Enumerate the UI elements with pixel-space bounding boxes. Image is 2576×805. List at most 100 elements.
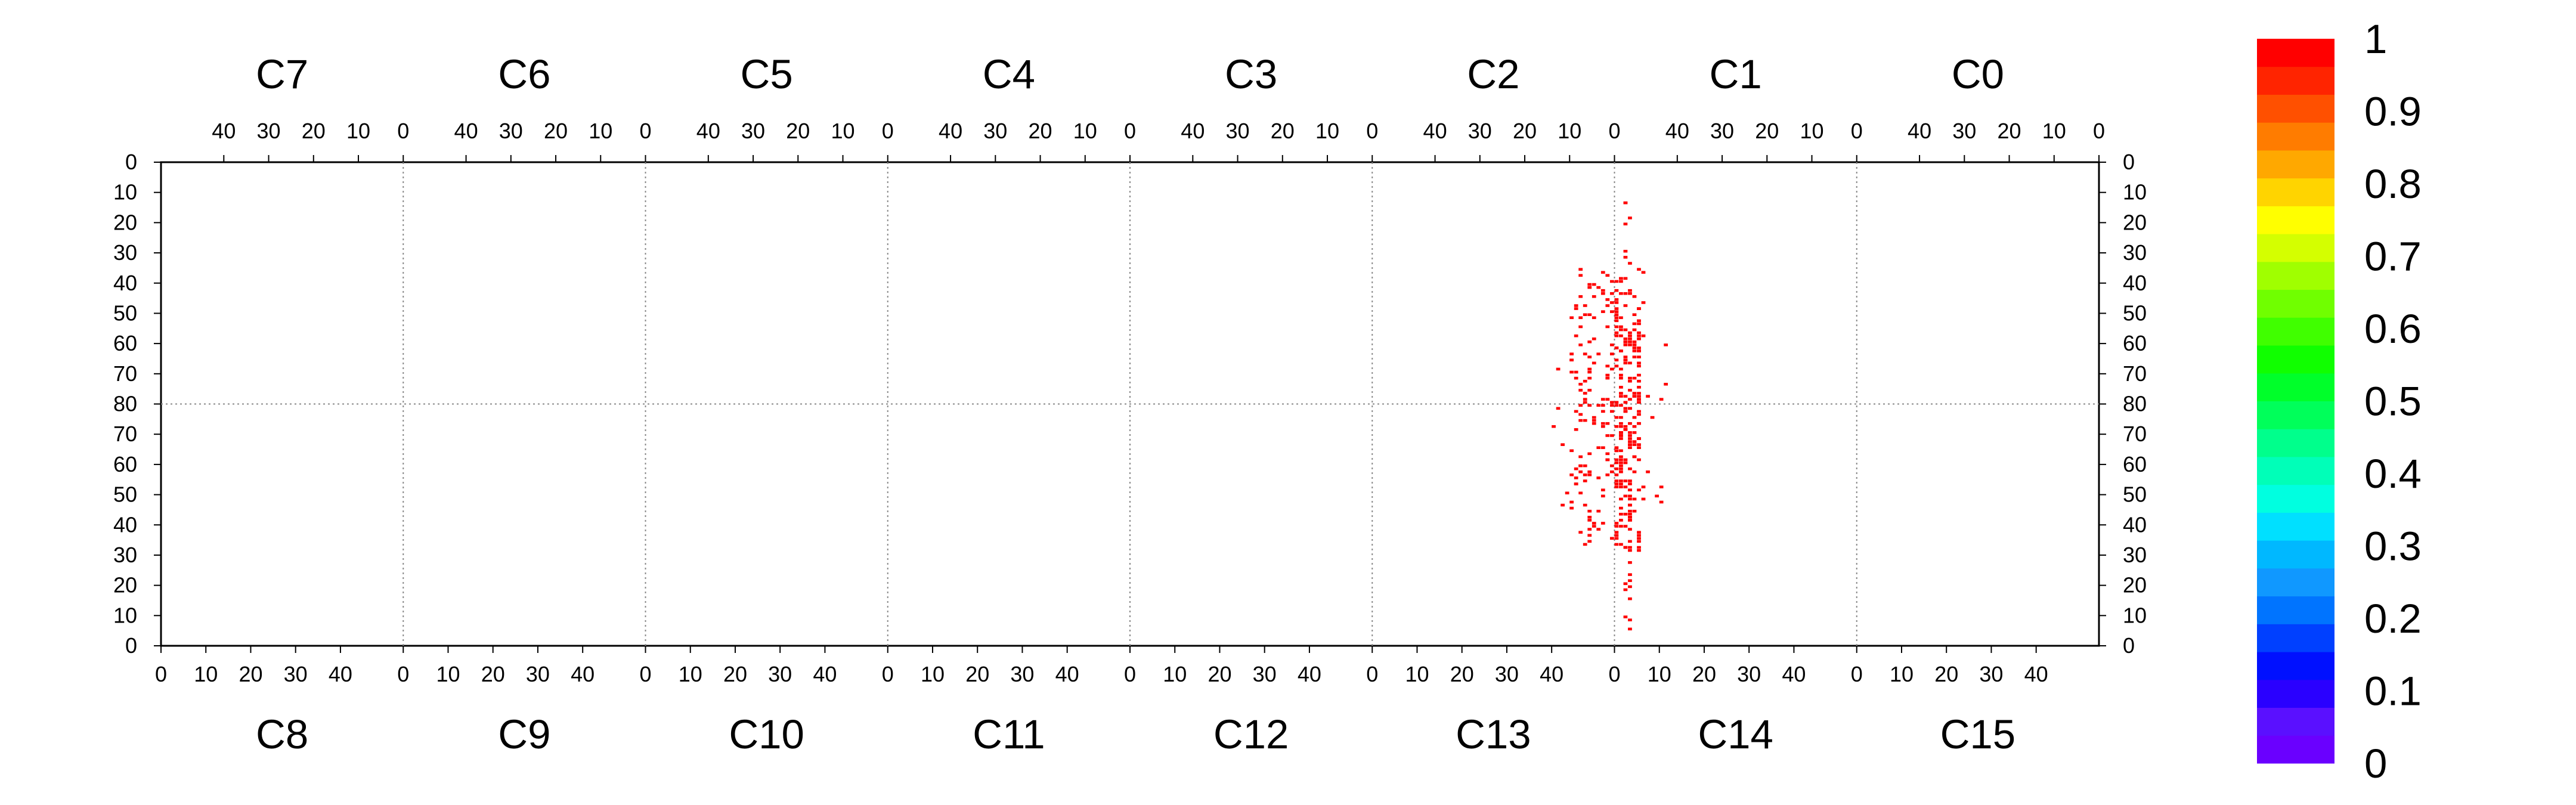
hit-cell (1583, 304, 1587, 307)
hit-cell (1614, 534, 1619, 537)
hit-cell (1628, 467, 1632, 470)
hit-cell (1587, 470, 1592, 473)
top-tick-label: 0 (882, 119, 894, 143)
left-tick-label: 60 (113, 452, 137, 476)
top-tick-label: 0 (1366, 119, 1378, 143)
hit-cell (1623, 337, 1628, 340)
hit-cell (1587, 389, 1592, 392)
hit-cell (1619, 422, 1623, 425)
top-tick-label: 20 (544, 119, 568, 143)
hit-cell (1578, 295, 1583, 298)
hit-cell (1619, 425, 1623, 428)
hit-cell (1614, 482, 1619, 485)
hit-cell (1623, 615, 1628, 618)
colorbar-tick-label: 0.9 (2364, 89, 2422, 135)
bottom-tick-label: 0 (1124, 662, 1136, 686)
hit-cell (1578, 491, 1583, 495)
top-tick-label: 10 (1558, 119, 1581, 143)
hit-cell (1641, 301, 1646, 304)
hit-cell (1628, 512, 1632, 516)
colorbar-band (2257, 317, 2334, 346)
hit-cell (1637, 355, 1641, 358)
hit-cell (1632, 497, 1637, 501)
hit-cell (1605, 304, 1610, 307)
hit-cell (1664, 383, 1668, 386)
hit-cell (1587, 519, 1592, 522)
hit-cell (1632, 431, 1637, 434)
hit-cell (1646, 470, 1650, 473)
bottom-tick-label: 0 (1851, 662, 1863, 686)
hit-cell (1628, 331, 1632, 335)
top-tick-label: 30 (1226, 119, 1250, 143)
hit-cell (1641, 271, 1646, 274)
hit-cell (1628, 585, 1632, 589)
bottom-tick-label: 20 (239, 662, 262, 686)
hit-cell (1623, 304, 1628, 307)
hit-cell (1587, 283, 1592, 286)
colorbar-tick-label: 0 (2364, 741, 2387, 787)
bottom-tick-label: 40 (1298, 662, 1321, 686)
top-tick-label: 20 (1513, 119, 1537, 143)
left-tick-label: 60 (113, 331, 137, 355)
hit-cell (1578, 274, 1583, 277)
hit-cell (1628, 216, 1632, 219)
hit-cell (1637, 401, 1641, 404)
top-tick-label: 0 (397, 119, 409, 143)
hit-cell (1632, 355, 1637, 358)
hit-cell (1619, 325, 1623, 329)
hit-cell (1609, 434, 1614, 437)
hit-cell (1632, 470, 1637, 473)
hit-cell (1619, 479, 1623, 482)
hit-cell (1623, 277, 1628, 280)
hit-cell (1574, 304, 1578, 307)
hit-cell (1637, 334, 1641, 338)
colorbar-band (2257, 39, 2334, 67)
left-tick-label: 30 (113, 543, 137, 567)
top-tick-label: 20 (1271, 119, 1295, 143)
colorbar-band (2257, 373, 2334, 401)
hit-cell (1587, 473, 1592, 476)
colorbar-tick-label: 0.2 (2364, 596, 2422, 642)
hit-cell (1628, 437, 1632, 440)
bottom-tick-label: 20 (965, 662, 989, 686)
hit-cell (1578, 404, 1583, 407)
top-tick-label: 10 (1073, 119, 1097, 143)
hit-cell (1628, 289, 1632, 292)
hit-cell (1614, 416, 1619, 419)
hit-cell (1556, 367, 1561, 371)
hit-cell (1596, 528, 1601, 531)
bottom-tick-label: 20 (1934, 662, 1958, 686)
hit-cell (1628, 292, 1632, 295)
bottom-tick-label: 30 (768, 662, 792, 686)
chip-label-bottom: C15 (1940, 711, 2016, 757)
hit-cell (1628, 337, 1632, 340)
hit-cell (1605, 452, 1610, 456)
hit-cell (1574, 476, 1578, 479)
hit-cell (1609, 343, 1614, 346)
bottom-tick-label: 30 (1979, 662, 2003, 686)
hit-cell (1587, 540, 1592, 543)
hit-cell (1614, 467, 1619, 470)
hit-cell (1614, 331, 1619, 335)
hit-cell (1587, 509, 1592, 513)
hit-cell (1637, 379, 1641, 383)
hit-cell (1646, 395, 1650, 398)
hit-cell (1628, 446, 1632, 450)
right-tick-label: 10 (2123, 180, 2147, 205)
top-tick-label: 10 (346, 119, 370, 143)
chip-labels: C7 C6 C5 C4 C3 C2 C1 C0 C8 C9 C10 C11 C12 C13 C14 C15 (256, 51, 2015, 757)
hit-cell (1628, 573, 1632, 576)
top-tick-label: 40 (212, 119, 236, 143)
colorbar-band (2257, 679, 2334, 708)
top-tick-label: 10 (1800, 119, 1823, 143)
top-tick-label: 30 (983, 119, 1007, 143)
hit-cell (1578, 268, 1583, 271)
hit-cell (1623, 401, 1628, 404)
hit-cell (1628, 549, 1632, 552)
chip-label-bottom: C10 (729, 711, 804, 757)
hit-cell (1578, 419, 1583, 422)
hit-cell (1578, 531, 1583, 534)
hit-cell (1614, 537, 1619, 540)
hit-cell (1609, 464, 1614, 467)
hit-cell (1619, 431, 1623, 434)
